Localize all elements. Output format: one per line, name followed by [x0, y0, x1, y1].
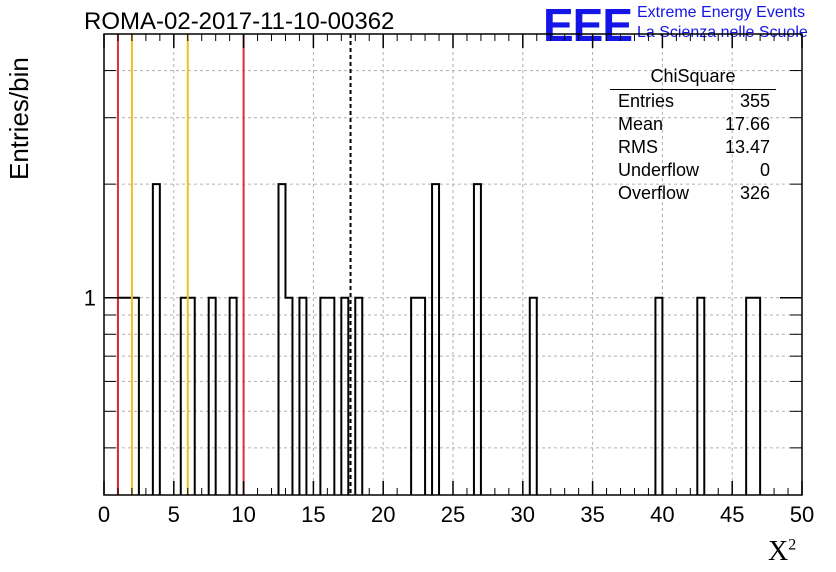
histogram-bin — [355, 298, 362, 495]
histogram-bin — [118, 298, 125, 495]
x-tick-label: 20 — [371, 502, 395, 527]
histogram-bin — [697, 298, 704, 495]
histogram-bin — [341, 298, 348, 495]
histogram-bin — [474, 184, 481, 495]
stats-value: 0 — [759, 160, 770, 180]
x-tick-label: 5 — [168, 502, 180, 527]
histogram-bin — [411, 298, 418, 495]
stats-label: Underflow — [618, 160, 700, 180]
histogram-bin — [279, 184, 286, 495]
stats-row-mean: Mean 17.66 — [610, 113, 776, 136]
histogram-bin — [530, 298, 537, 495]
histogram-bin — [327, 298, 334, 495]
stats-value: 13.47 — [724, 137, 770, 157]
stats-box: ChiSquare Entries 355 Mean 17.66 RMS 13.47 … — [610, 66, 776, 205]
x-axis-label-base: X — [768, 536, 789, 567]
histogram-bin — [285, 298, 292, 495]
chart-title: ROMA-02-2017-11-10-00362 — [84, 8, 395, 35]
histogram-bin — [181, 298, 188, 495]
x-tick-label: 30 — [511, 502, 535, 527]
x-axis-label-exponent: 2 — [788, 536, 797, 554]
stats-value: 355 — [739, 91, 770, 111]
histogram-bin — [230, 298, 237, 495]
x-tick-label: 40 — [650, 502, 674, 527]
stats-row-overflow: Overflow 326 — [610, 182, 776, 205]
histogram-bin — [746, 298, 753, 495]
x-tick-label: 50 — [790, 502, 814, 527]
histogram-bin — [432, 184, 439, 495]
histogram-bin — [299, 298, 306, 495]
x-tick-label: 0 — [98, 502, 110, 527]
x-tick-label: 45 — [720, 502, 744, 527]
x-tick-label: 35 — [580, 502, 604, 527]
histogram-bin — [209, 298, 216, 495]
histogram-bin — [418, 298, 425, 495]
stats-label: Entries — [618, 91, 675, 111]
stats-row-underflow: Underflow 0 — [610, 159, 776, 182]
x-tick-label: 15 — [301, 502, 325, 527]
stats-value: 17.66 — [724, 114, 770, 134]
logo-line-1: Extreme Energy Events — [637, 4, 806, 21]
histogram-bin — [153, 184, 160, 495]
histogram-bin — [655, 298, 662, 495]
x-axis-label: X2 — [768, 536, 796, 568]
histogram-bin — [125, 298, 132, 495]
histogram-bars — [116, 183, 762, 495]
histogram-bin — [188, 298, 195, 495]
stats-title: ChiSquare — [610, 66, 776, 90]
stats-label: Mean — [618, 114, 664, 134]
x-tick-label: 10 — [231, 502, 255, 527]
stats-label: Overflow — [618, 183, 690, 203]
histogram-bin — [320, 298, 327, 495]
stats-label: RMS — [618, 137, 658, 157]
x-tick-label: 25 — [441, 502, 465, 527]
stats-row-rms: RMS 13.47 — [610, 136, 776, 159]
histogram-bin — [132, 298, 139, 495]
histogram-bin — [753, 298, 760, 495]
eee-logo-mark: EEE — [543, 0, 633, 51]
stats-value: 326 — [739, 183, 770, 203]
y-tick-label: 1 — [84, 286, 96, 311]
logo-line-2: La Scienza nelle Scuole — [637, 24, 808, 41]
stats-row-entries: Entries 355 — [610, 90, 776, 113]
